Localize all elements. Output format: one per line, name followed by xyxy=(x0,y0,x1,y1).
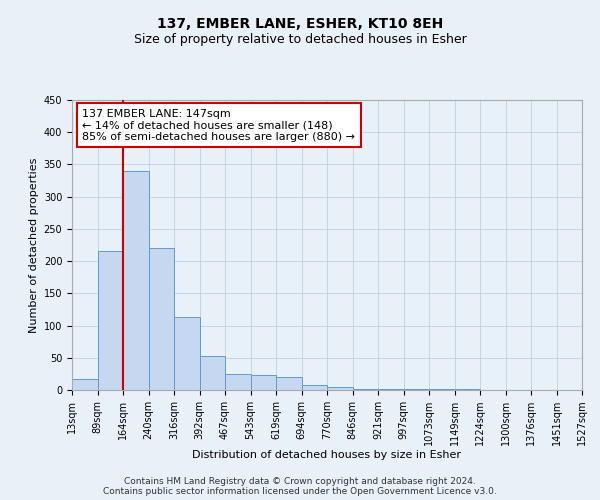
Text: 137 EMBER LANE: 147sqm
← 14% of detached houses are smaller (148)
85% of semi-de: 137 EMBER LANE: 147sqm ← 14% of detached… xyxy=(82,108,355,142)
Bar xyxy=(199,356,225,390)
Text: Contains public sector information licensed under the Open Government Licence v3: Contains public sector information licen… xyxy=(103,487,497,496)
Bar xyxy=(276,377,302,390)
Bar xyxy=(174,317,199,390)
Bar xyxy=(225,374,251,390)
Bar xyxy=(149,248,174,390)
Bar xyxy=(251,375,276,390)
Y-axis label: Number of detached properties: Number of detached properties xyxy=(29,158,40,332)
Bar xyxy=(97,252,123,390)
Bar xyxy=(123,171,149,390)
Text: Contains HM Land Registry data © Crown copyright and database right 2024.: Contains HM Land Registry data © Crown c… xyxy=(124,477,476,486)
Text: 137, EMBER LANE, ESHER, KT10 8EH: 137, EMBER LANE, ESHER, KT10 8EH xyxy=(157,18,443,32)
Bar xyxy=(72,379,97,390)
Text: Size of property relative to detached houses in Esher: Size of property relative to detached ho… xyxy=(134,32,466,46)
X-axis label: Distribution of detached houses by size in Esher: Distribution of detached houses by size … xyxy=(193,450,461,460)
Bar xyxy=(302,385,327,390)
Bar xyxy=(327,387,353,390)
